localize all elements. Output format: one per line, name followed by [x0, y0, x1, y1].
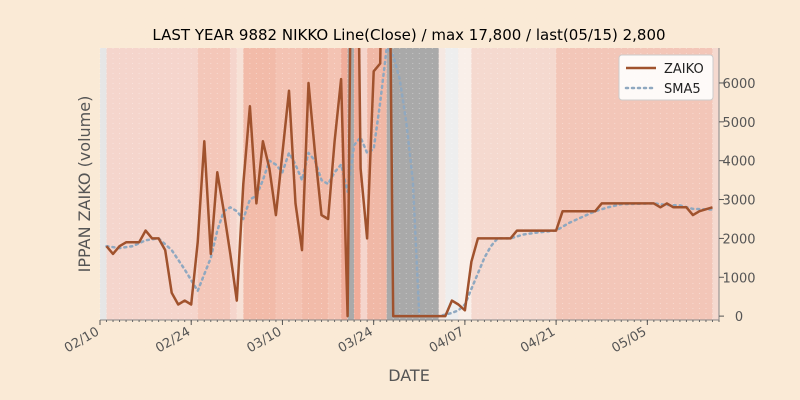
- background-band: [471, 48, 557, 320]
- background-band: [445, 48, 459, 320]
- background-band: [712, 48, 719, 320]
- background-band: [458, 48, 472, 320]
- chart-title: LAST YEAR 9882 NIKKO Line(Close) / max 1…: [152, 26, 665, 44]
- y-tick-label: 1000: [722, 271, 755, 286]
- y-tick-label: 6000: [722, 77, 755, 92]
- y-axis: 0 1000 2000 3000 4000 5000 6000: [718, 48, 756, 325]
- y-axis-label: IPPAN ZAIKO (volume): [75, 96, 94, 273]
- y-tick-label: 0: [735, 310, 743, 325]
- legend-label-sma5: SMA5: [664, 82, 701, 97]
- y-tick-label: 2000: [722, 232, 755, 247]
- series-line-zaiko: [105, 48, 713, 318]
- background-band: [354, 48, 361, 320]
- y-tick-label: 4000: [722, 155, 755, 170]
- x-axis-label: DATE: [388, 366, 430, 385]
- plot-area: [105, 48, 714, 318]
- background-band: [197, 48, 231, 320]
- legend-label-zaiko: ZAIKO: [664, 62, 704, 77]
- background-band: [106, 48, 198, 320]
- background-band: [438, 48, 446, 320]
- background-band: [230, 48, 237, 320]
- background-band: [347, 48, 355, 320]
- y-tick-label: 5000: [722, 116, 755, 131]
- background-band: [301, 48, 329, 320]
- background-band: [360, 48, 368, 320]
- legend: ZAIKO SMA5: [618, 54, 714, 101]
- background-band: [100, 48, 107, 320]
- background-band: [236, 48, 244, 320]
- legend-box: [618, 54, 714, 101]
- y-tick-label: 3000: [722, 194, 755, 209]
